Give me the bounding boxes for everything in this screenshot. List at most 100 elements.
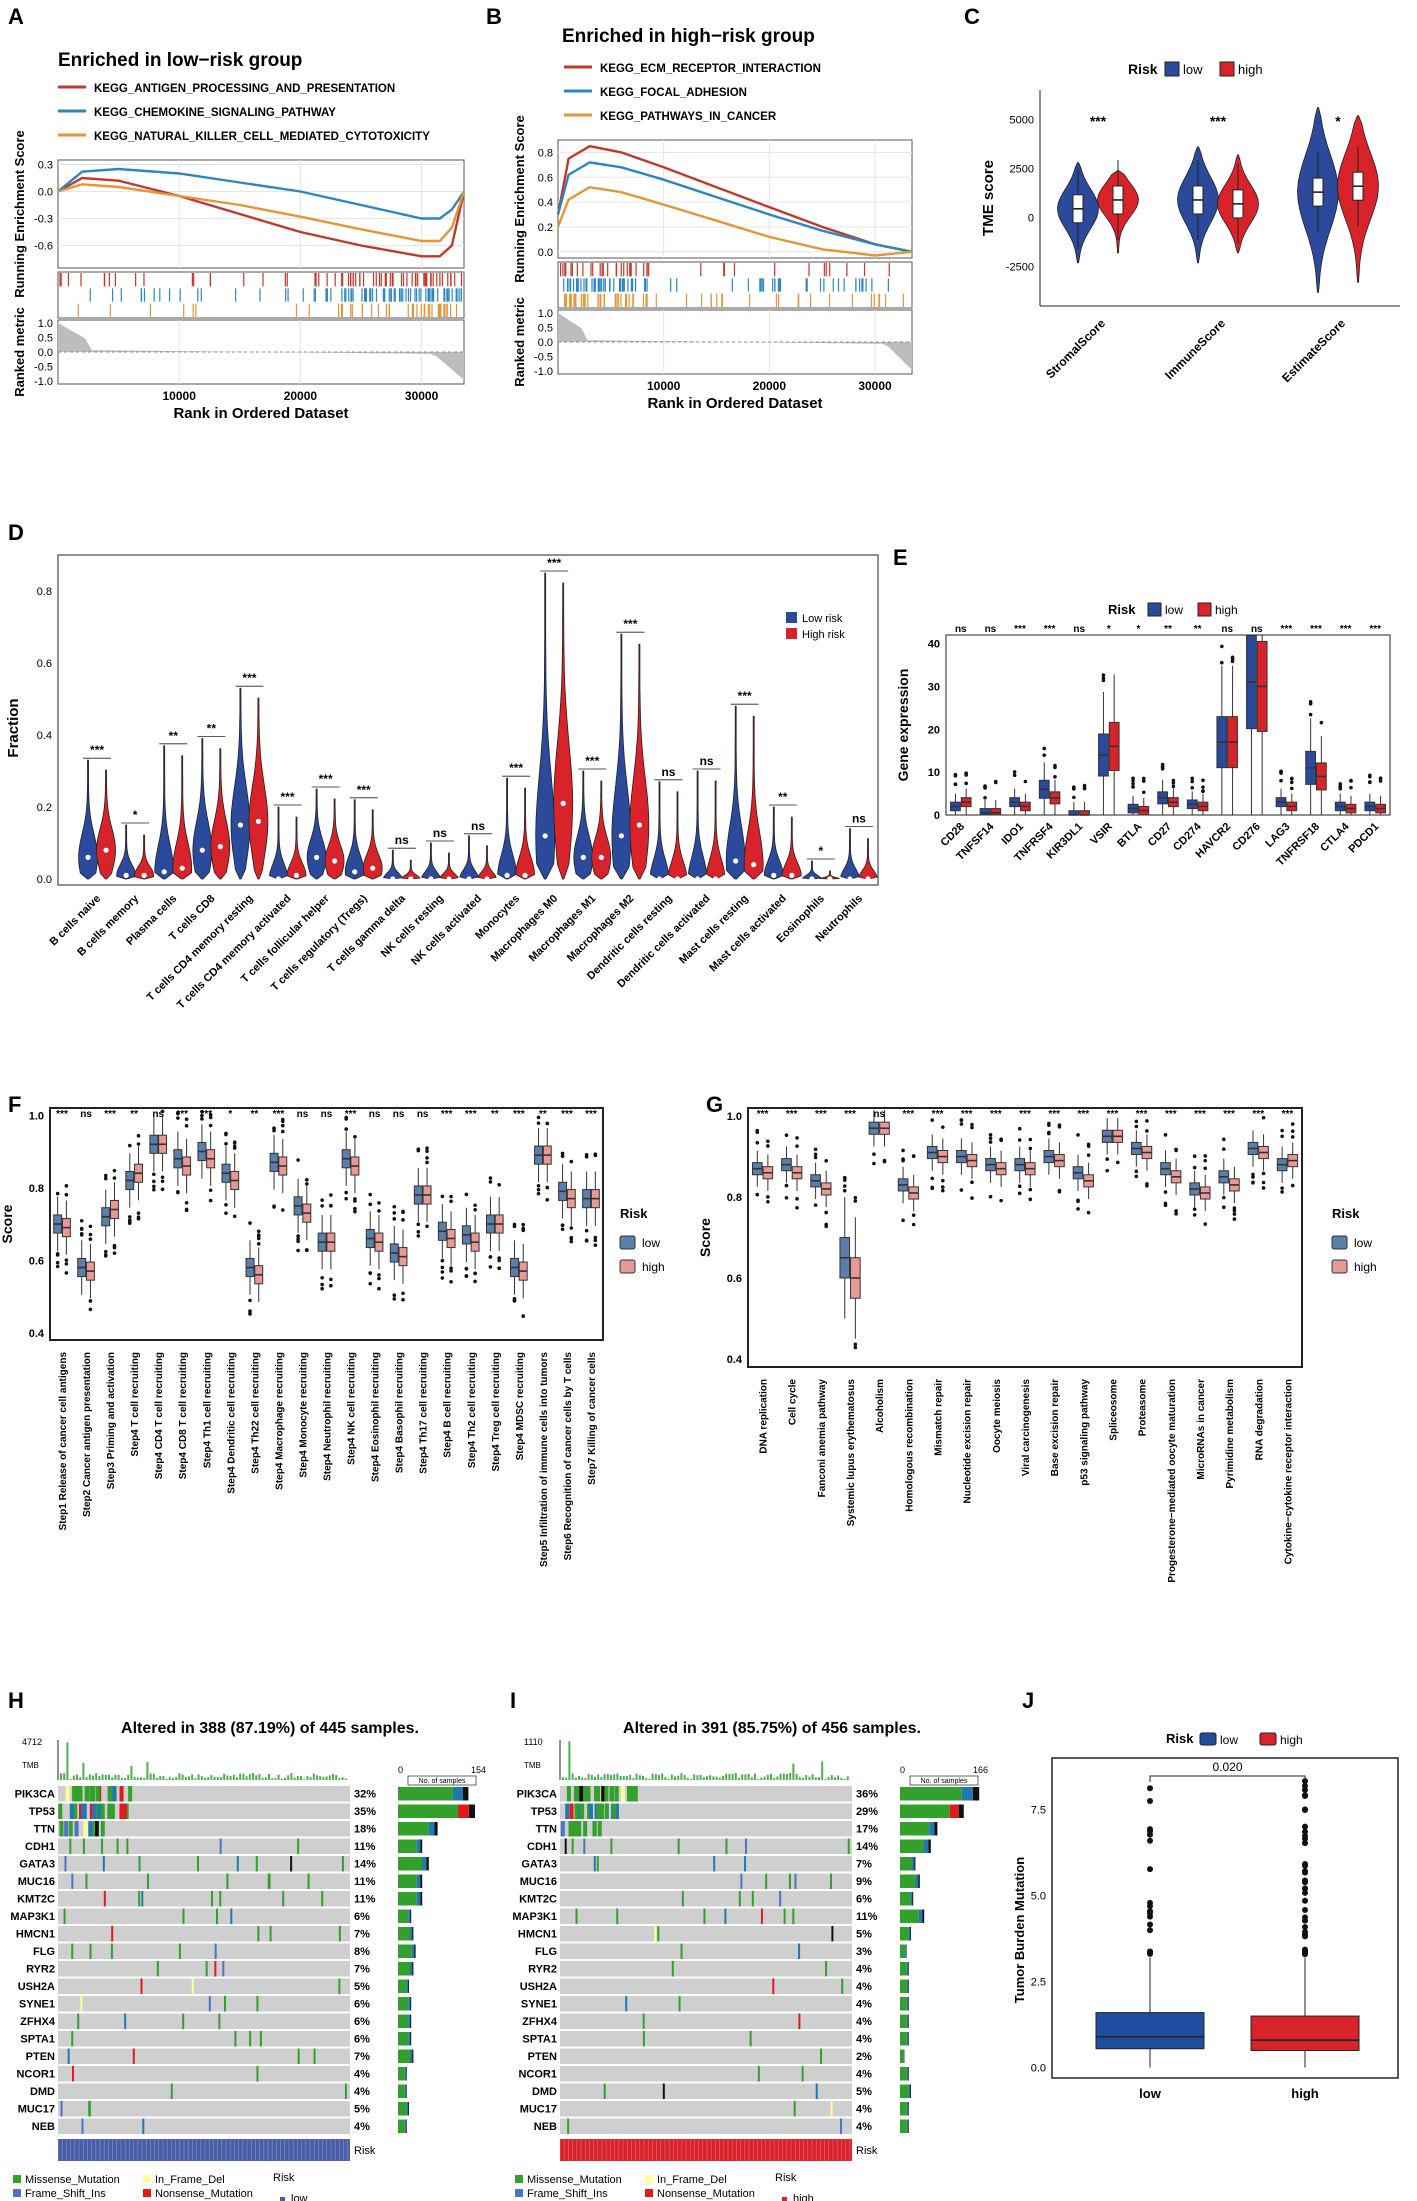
- sample-count-bar: [398, 1892, 417, 1906]
- median-dot: [352, 869, 358, 875]
- sample-count-bar: [398, 1979, 407, 1993]
- legend-swatch: [1199, 1732, 1217, 1746]
- outlier-point: [1141, 790, 1146, 795]
- outlier-point: [953, 782, 958, 787]
- significance-label: ns: [393, 1109, 405, 1120]
- mutation-cell: [798, 1943, 801, 1959]
- tmb-bar: [303, 1778, 306, 1780]
- gene-row-background: [58, 1786, 350, 1802]
- tmb-bar: [821, 1761, 824, 1780]
- mutation-cell: [75, 1786, 80, 1802]
- outlier-point: [983, 795, 987, 800]
- sample-count-bar: [918, 1909, 923, 1923]
- legend-swatch: [1331, 1235, 1348, 1250]
- box: [990, 808, 1002, 816]
- outlier-point: [208, 1188, 213, 1193]
- mutation-cell: [94, 1821, 99, 1837]
- significance-label: ***: [273, 1109, 285, 1120]
- outlier-point: [401, 1209, 405, 1214]
- tmb-box-panel: Risk low high 7.5 5.0 2.5 0.0 Tumor Burden Muta…: [1012, 1731, 1399, 2101]
- mutation-cell: [191, 1978, 194, 1994]
- outlier-point: [1368, 780, 1372, 784]
- legend-title: Risk: [1108, 602, 1136, 617]
- tmb-bar: [290, 1773, 293, 1780]
- gene-label: CDH1: [527, 1841, 557, 1853]
- mutation-cell: [85, 1873, 88, 1889]
- median-dot: [370, 865, 376, 871]
- outlier-point: [103, 1176, 108, 1181]
- legend-swatch: [1219, 61, 1235, 77]
- outlier-point: [901, 1148, 905, 1153]
- outlier-point: [1147, 1826, 1153, 1833]
- outlier-point: [1251, 1181, 1255, 1185]
- mutation-cell: [307, 1873, 310, 1889]
- outlier-point: [1302, 1877, 1308, 1884]
- altered-percent-label: 6%: [354, 2034, 370, 2046]
- gene-label: NEB: [534, 2121, 557, 2133]
- violin: [573, 770, 594, 880]
- tmb-bar: [287, 1775, 290, 1780]
- outlier-point: [1141, 779, 1146, 783]
- tmb-bar: [204, 1777, 206, 1780]
- mutation-cell: [614, 1803, 619, 1819]
- significance-label: ***: [345, 1109, 357, 1120]
- outlier-point: [208, 1115, 213, 1120]
- mutation-cell: [249, 2031, 252, 2047]
- mutation-cell: [603, 2083, 606, 2099]
- outlier-point: [593, 1243, 598, 1247]
- x-tick-label: Mismatch repair: [934, 1379, 945, 1456]
- significance-label: ns: [369, 1109, 381, 1120]
- sample-count-bar: [900, 2102, 907, 2116]
- outlier-point: [79, 1218, 84, 1223]
- mutation-cell: [259, 2031, 262, 2047]
- gene-label: HMCN1: [16, 1929, 55, 1941]
- x-tick-label: Step1 Release of cancer cell antigens: [58, 1352, 69, 1531]
- y-tick-label: 1.0: [29, 1110, 44, 1122]
- sample-count-bar: [412, 1962, 414, 1976]
- tmb-bar: [731, 1773, 734, 1780]
- outlier-point: [1302, 1868, 1308, 1875]
- mutation-cell: [601, 1786, 606, 1802]
- legend-swatch: [1164, 61, 1180, 77]
- sample-count-bar: [915, 1874, 919, 1888]
- sample-count-bar: [949, 1804, 959, 1818]
- mutation-cell: [757, 2066, 760, 2082]
- sample-count-bar: [908, 2119, 909, 2133]
- outlier-point: [784, 1195, 789, 1200]
- legend-label: KEGG_ECM_RECEPTOR_INTERACTION: [600, 63, 821, 75]
- outlier-point: [1145, 1182, 1149, 1186]
- outlier-point: [320, 1282, 324, 1287]
- outlier-point: [176, 1111, 180, 1116]
- sample-count-bar: [910, 1927, 911, 1941]
- gene-row-background: [560, 1821, 852, 1837]
- outlier-point: [224, 1132, 228, 1137]
- legend-label: In_Frame_Del: [155, 2174, 225, 2186]
- outlier-point: [1047, 1131, 1051, 1136]
- altered-percent-label: 4%: [856, 2069, 872, 2081]
- legend-risk-title: Risk: [775, 2172, 797, 2184]
- significance-label: ***: [585, 1109, 597, 1120]
- tmb-bar: [728, 1773, 731, 1780]
- tmb-bar: [677, 1775, 680, 1780]
- median-dot: [199, 847, 205, 853]
- tmb-bar: [332, 1773, 334, 1780]
- median-dot: [141, 872, 147, 879]
- y-tick-label: -0.3: [34, 214, 53, 226]
- violin: [667, 791, 688, 880]
- altered-percent-label: 35%: [354, 1806, 376, 1818]
- significance-label: **: [778, 790, 788, 804]
- median-dot: [789, 872, 795, 879]
- outlier-point: [959, 1188, 964, 1192]
- sample-count-bar: [900, 1962, 907, 1976]
- enrichment-curve: [556, 185, 913, 257]
- outlier-point: [1047, 1121, 1051, 1126]
- tmb-bar: [773, 1778, 776, 1780]
- outlier-point: [152, 1184, 156, 1189]
- significance-label: ***: [441, 1109, 453, 1120]
- significance-label: ns: [395, 833, 409, 847]
- x-tick-label: VSIR: [1088, 821, 1115, 848]
- significance-label: ***: [319, 772, 333, 786]
- metric-tick-label: 1.0: [538, 308, 553, 320]
- outlier-point: [512, 1222, 517, 1227]
- outlier-point: [1308, 712, 1313, 717]
